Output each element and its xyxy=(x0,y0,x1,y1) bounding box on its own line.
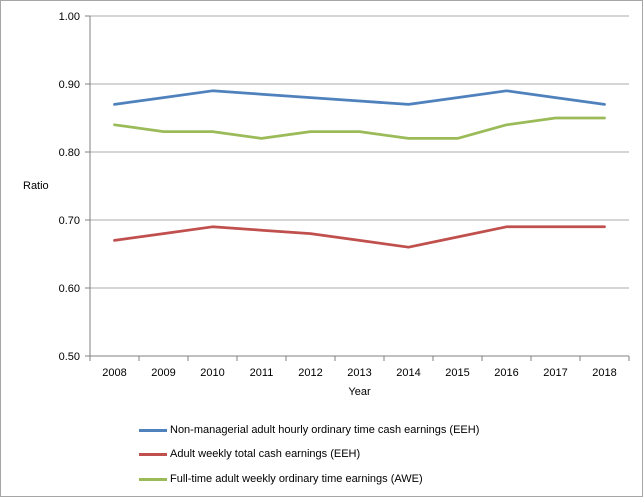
y-tick-label-0.50: 0.50 xyxy=(59,351,80,363)
x-tick-label-2011: 2011 xyxy=(250,367,274,379)
y-axis-title: Ratio xyxy=(23,180,49,192)
x-tick-label-2009: 2009 xyxy=(151,367,175,379)
x-axis-title: Year xyxy=(348,386,371,398)
series-line-0 xyxy=(113,89,606,106)
x-tick-label-2018: 2018 xyxy=(592,367,616,379)
legend-label: Adult weekly total cash earnings (EEH) xyxy=(170,448,361,460)
y-tick-label-0.90: 0.90 xyxy=(59,79,80,91)
y-tick-label-0.70: 0.70 xyxy=(59,215,80,227)
series-line-1 xyxy=(113,225,606,249)
y-tick-label-1.00: 1.00 xyxy=(59,11,80,23)
y-tick-label-0.80: 0.80 xyxy=(59,147,80,159)
legend-item-non-managerial-hourly: Non-managerial adult hourly ordinary tim… xyxy=(139,423,479,437)
legend-item-fulltime-weekly-ordinary: Full-time adult weekly ordinary time ear… xyxy=(139,472,423,486)
x-tick-label-2017: 2017 xyxy=(543,367,567,379)
legend-label: Full-time adult weekly ordinary time ear… xyxy=(170,473,423,485)
x-tick-label-2015: 2015 xyxy=(445,367,469,379)
legend-label: Non-managerial adult hourly ordinary tim… xyxy=(170,424,480,436)
legend-item-weekly-total-cash: Adult weekly total cash earnings (EEH) xyxy=(139,447,360,461)
x-tick-label-2014: 2014 xyxy=(396,367,420,379)
x-tick-label-2008: 2008 xyxy=(102,367,126,379)
series-line-2 xyxy=(113,116,606,140)
x-tick-label-2012: 2012 xyxy=(298,367,322,379)
legend-line-swatch-green xyxy=(139,477,167,481)
x-tick-label-2016: 2016 xyxy=(494,367,518,379)
x-tick-label-2010: 2010 xyxy=(200,367,224,379)
legend-line-swatch-blue xyxy=(139,428,167,432)
x-tick-label-2013: 2013 xyxy=(347,367,371,379)
y-tick-label-0.60: 0.60 xyxy=(59,283,80,295)
legend-line-swatch-red xyxy=(139,452,167,456)
